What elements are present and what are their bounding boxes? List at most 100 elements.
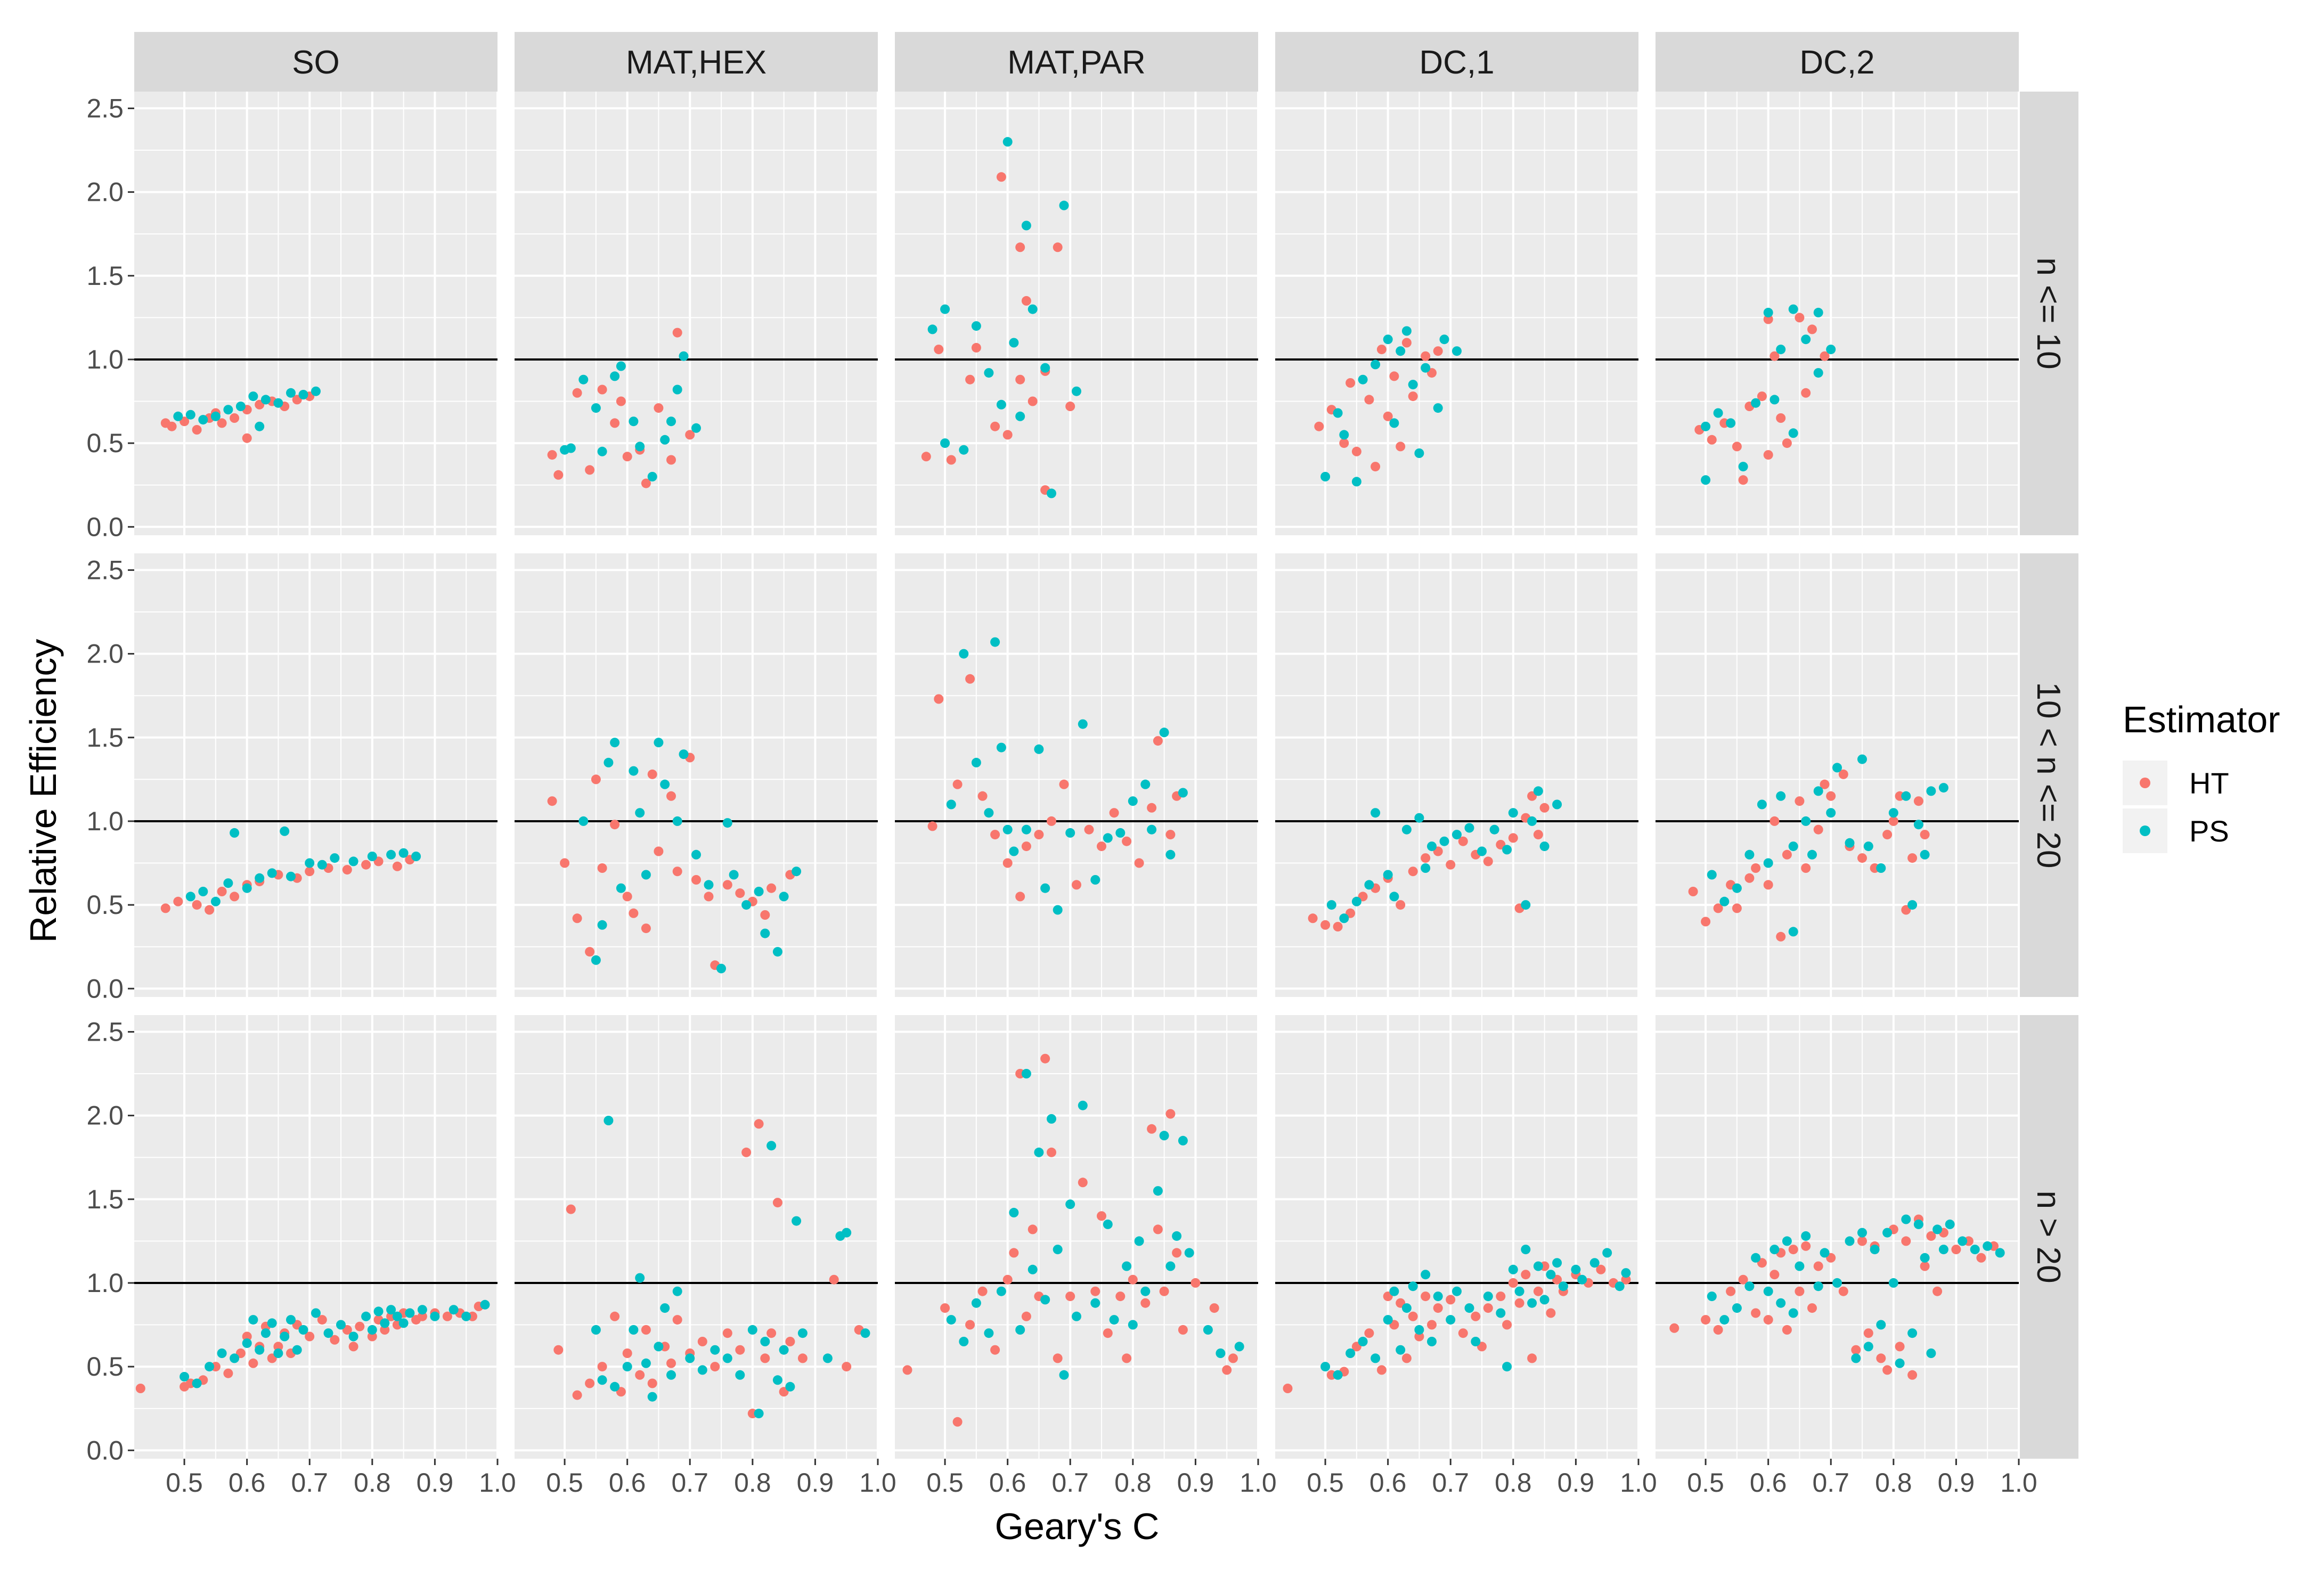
data-point-ps [1427, 841, 1437, 852]
data-point-ps [1333, 408, 1343, 418]
data-point-ps [248, 1315, 258, 1325]
data-point-ps [1065, 1199, 1075, 1209]
data-point-ps [672, 816, 682, 826]
data-point-ht [1621, 1274, 1631, 1285]
data-point-ht [560, 858, 570, 868]
data-point-ps [1788, 1308, 1798, 1318]
x-tick-label: 1.0 [859, 1468, 896, 1498]
data-point-ht [1097, 1211, 1106, 1221]
data-point-ps [286, 871, 296, 881]
data-point-ps [822, 1353, 833, 1363]
data-point-ht [1228, 1353, 1238, 1363]
data-point-ps [242, 1338, 252, 1348]
data-point-ht [1701, 1315, 1711, 1325]
data-point-ps [260, 1328, 271, 1338]
data-point-ps [1034, 744, 1044, 754]
data-point-ps [1002, 824, 1013, 835]
data-point-ps [267, 1318, 277, 1328]
data-point-ht [330, 1335, 340, 1345]
data-point-ps [1159, 727, 1169, 738]
data-point-ht [273, 1342, 283, 1352]
data-point-ps [1776, 1298, 1786, 1308]
data-point-ht [1782, 849, 1792, 860]
x-tick-label: 0.8 [734, 1468, 771, 1498]
x-tick-label: 0.6 [229, 1468, 266, 1498]
data-point-ps [927, 324, 937, 334]
data-point-ht [1813, 1261, 1823, 1271]
data-point-ps [348, 856, 358, 866]
data-point-ps [760, 1337, 770, 1346]
data-point-ps [235, 402, 246, 411]
data-point-ht [223, 1368, 233, 1378]
data-point-ps [635, 1273, 645, 1283]
data-point-ht [1433, 346, 1443, 356]
data-point-ps [1234, 1342, 1244, 1352]
data-point-ht [990, 1345, 1000, 1355]
data-point-ps [1744, 849, 1755, 860]
data-point-ht [641, 1325, 651, 1335]
x-tick-label: 0.6 [989, 1468, 1026, 1498]
data-point-ps [480, 1299, 490, 1310]
data-point-ht [566, 1204, 576, 1214]
data-point-ht [934, 345, 944, 355]
data-point-ps [1577, 1274, 1587, 1285]
data-point-ps [430, 1311, 440, 1321]
data-point-ps [1002, 137, 1013, 147]
data-point-ht [685, 430, 695, 440]
data-point-ht [1015, 242, 1025, 252]
data-point-ht [1153, 736, 1163, 746]
series-ps [173, 386, 321, 431]
data-point-ps [1477, 846, 1487, 856]
data-point-ps [386, 1305, 396, 1315]
data-point-ps [1882, 1228, 1893, 1238]
data-point-ht [735, 888, 745, 898]
data-point-ps [1147, 824, 1157, 835]
data-point-ps [1216, 1348, 1226, 1358]
data-point-ht [1389, 371, 1399, 381]
data-point-ps [1763, 858, 1773, 868]
data-point-ps [273, 398, 283, 408]
column-strip-label: SO [292, 44, 340, 81]
data-point-ps [1558, 1281, 1568, 1291]
data-point-ps [1452, 1286, 1462, 1296]
data-point-ps [1502, 1362, 1512, 1372]
data-point-ps [766, 1141, 777, 1151]
data-point-ps [1021, 220, 1031, 231]
series-ht [921, 172, 1075, 495]
data-point-ps [205, 1362, 215, 1372]
data-point-ps [1140, 779, 1151, 789]
data-point-ht [691, 875, 701, 885]
data-point-ps [1521, 900, 1531, 910]
data-point-ps [1452, 346, 1462, 356]
data-point-ps [1813, 1281, 1823, 1291]
data-point-ht [1165, 1109, 1176, 1119]
x-tick-label: 0.5 [1307, 1468, 1344, 1498]
data-point-ht [1015, 892, 1025, 902]
data-point-ht [1763, 314, 1773, 324]
data-point-ps [1876, 1320, 1886, 1330]
series-ps [1320, 326, 1462, 487]
y-tick-label: 2.5 [86, 1017, 124, 1047]
data-point-ps [716, 963, 726, 974]
series-ht [1694, 313, 1830, 485]
data-point-ht [1895, 1342, 1905, 1352]
data-point-ps [1028, 304, 1038, 314]
data-point-ps [1995, 1248, 2005, 1258]
data-point-ps [616, 883, 626, 893]
data-point-ps [1521, 1245, 1531, 1255]
data-point-ps [1383, 1315, 1393, 1325]
data-point-ps [1040, 363, 1050, 373]
data-point-ps [735, 1370, 745, 1380]
data-point-ps [672, 1286, 682, 1296]
data-point-ht [1782, 1325, 1792, 1335]
y-tick-label: 0.0 [86, 1435, 124, 1465]
data-point-ps [1351, 896, 1361, 906]
data-point-ht [1901, 1236, 1911, 1246]
data-point-ps [1047, 1114, 1056, 1124]
data-point-ps [1907, 900, 1918, 910]
series-ps [578, 738, 802, 974]
data-point-ht [1533, 830, 1543, 840]
data-point-ps [273, 1348, 283, 1358]
data-point-ps [1719, 896, 1730, 906]
legend-entries: HT PS [2123, 761, 2229, 853]
